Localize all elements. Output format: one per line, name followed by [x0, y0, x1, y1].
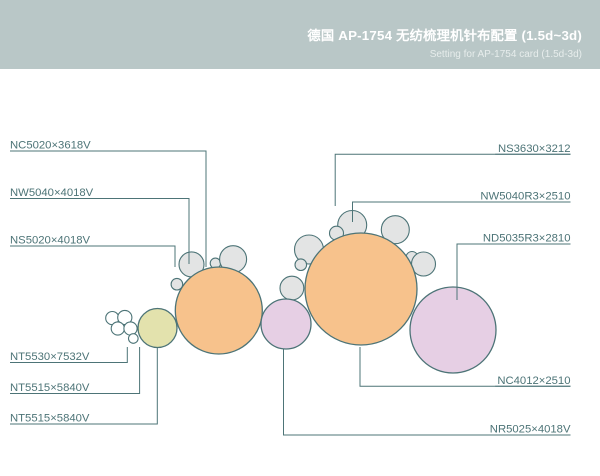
- svg-text:NT5515×5840V: NT5515×5840V: [10, 413, 90, 425]
- svg-text:NT5530×7532V: NT5530×7532V: [10, 351, 90, 363]
- svg-text:NC4012×2510: NC4012×2510: [497, 375, 570, 387]
- svg-text:NW5040R3×2510: NW5040R3×2510: [480, 191, 570, 203]
- svg-text:NS3630×3212: NS3630×3212: [498, 143, 571, 155]
- svg-text:NT5515×5840V: NT5515×5840V: [10, 382, 90, 394]
- svg-text:NW5040×4018V: NW5040×4018V: [10, 187, 94, 199]
- svg-text:ND5035R3×2810: ND5035R3×2810: [483, 233, 571, 245]
- svg-text:NS5020×4018V: NS5020×4018V: [10, 235, 91, 247]
- svg-text:NR5025×4018V: NR5025×4018V: [490, 424, 571, 436]
- svg-text:NC5020×3618V: NC5020×3618V: [10, 140, 91, 152]
